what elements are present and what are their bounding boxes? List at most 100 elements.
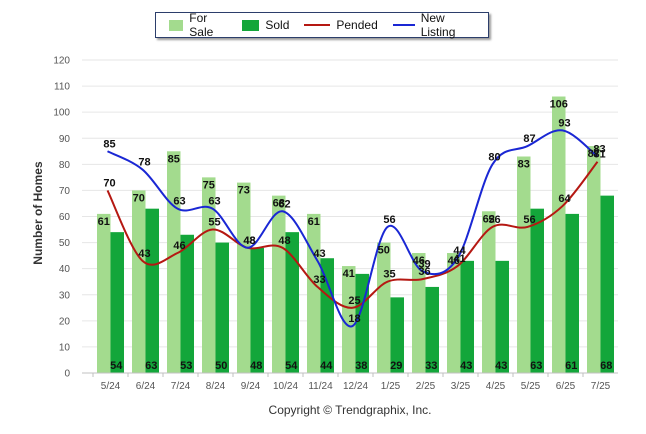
bar-sold (425, 286, 439, 373)
label-pended: 48 (278, 235, 290, 247)
x-tick-label: 5/25 (521, 381, 541, 392)
bar-for-sale (202, 177, 216, 373)
x-tick-label: 9/24 (241, 381, 261, 392)
legend-item-for-sale: For Sale (169, 11, 227, 39)
label-sold: 43 (495, 360, 507, 372)
y-tick-label: 20 (59, 316, 71, 327)
bar-sold (320, 258, 334, 373)
label-new-listing: 18 (348, 313, 360, 325)
y-tick-label: 40 (59, 264, 71, 275)
label-for-sale: 46 (413, 255, 425, 267)
label-pended: 48 (243, 235, 255, 247)
bar-sold (460, 260, 474, 373)
bar-sold (565, 213, 579, 373)
label-sold: 38 (355, 360, 367, 372)
bar-for-sale (307, 213, 321, 373)
y-tick-label: 50 (59, 238, 71, 249)
bar-for-sale (552, 96, 566, 374)
legend-item-sold: Sold (242, 18, 289, 32)
bar-sold (110, 232, 124, 373)
label-for-sale: 46 (448, 255, 460, 267)
bar-sold (530, 208, 544, 373)
y-tick-label: 120 (53, 56, 70, 67)
bar-for-sale (517, 156, 531, 373)
y-tick-label: 60 (59, 212, 71, 223)
bar-for-sale (272, 195, 286, 373)
label-sold: 54 (285, 360, 298, 372)
bar-sold (390, 297, 404, 373)
label-pended: 56 (488, 214, 500, 226)
x-axis-ticks: 5/24 6/24 7/24 8/24 9/24 10/24 11/24 12/24 1/25 2… (92, 373, 611, 392)
label-for-sale: 87 (588, 148, 600, 160)
label-for-sale: 68 (273, 198, 285, 210)
label-sold: 53 (180, 360, 192, 372)
bar-for-sale (377, 242, 391, 373)
bar-for-sale (167, 151, 181, 373)
label-pended: 43 (138, 248, 150, 260)
label-new-listing: 63 (208, 196, 220, 208)
label-sold: 63 (530, 360, 542, 372)
label-new-listing: 63 (173, 196, 185, 208)
legend-label-sold: Sold (265, 18, 290, 32)
bar-for-sale (412, 253, 426, 373)
label-pended: 35 (383, 269, 395, 281)
label-pended: 55 (208, 217, 220, 229)
y-tick-label: 80 (59, 160, 71, 171)
label-for-sale: 106 (550, 99, 568, 111)
bar-sold (600, 195, 614, 373)
legend-item-pended: Pended (304, 18, 378, 32)
label-pended: 36 (418, 266, 430, 278)
y-tick-label: 110 (54, 82, 70, 93)
y-tick-label: 30 (59, 290, 71, 301)
x-tick-label: 2/25 (416, 381, 436, 392)
label-for-sale: 70 (133, 192, 145, 204)
bar-sold (250, 247, 264, 373)
label-for-sale: 85 (168, 153, 180, 165)
sold-swatch (242, 19, 260, 31)
legend-label-new-listing: New Listing (420, 11, 456, 39)
for-sale-swatch (169, 19, 184, 31)
label-sold: 43 (460, 360, 472, 372)
x-tick-label: 5/24 (101, 381, 121, 392)
label-for-sale: 50 (378, 245, 390, 257)
y-axis-label: Number of Homes (31, 161, 45, 265)
label-pended: 25 (348, 295, 360, 307)
label-new-listing: 78 (138, 157, 150, 169)
new-listing-swatch (392, 24, 415, 26)
label-pended: 41 (453, 253, 465, 265)
label-sold: 68 (600, 360, 612, 372)
x-tick-label: 8/24 (206, 381, 226, 392)
bar-for-sale (342, 266, 356, 373)
label-pended: 46 (173, 240, 185, 252)
y-tick-label: 0 (64, 369, 70, 380)
bar-sold (215, 242, 229, 373)
pended-swatch (304, 24, 331, 26)
label-sold: 54 (110, 360, 123, 372)
bar-for-sale (482, 211, 496, 373)
line-pended (106, 161, 599, 309)
y-axis-ticks: 0 10 20 30 40 50 60 70 80 90 100 110 120 (53, 56, 70, 380)
label-new-listing: 87 (523, 133, 535, 145)
y-tick-label: 100 (53, 108, 70, 119)
label-sold: 50 (215, 360, 227, 372)
label-pended: 81 (593, 149, 605, 161)
x-tick-label: 6/24 (136, 381, 156, 392)
x-tick-label: 1/25 (381, 381, 401, 392)
bar-sold (355, 273, 369, 373)
bar-sold (495, 260, 509, 373)
label-sold: 61 (565, 360, 577, 372)
label-new-listing: 85 (103, 138, 115, 150)
x-tick-label: 4/25 (486, 381, 506, 392)
x-tick-label: 3/25 (451, 381, 471, 392)
label-new-listing: 39 (418, 258, 430, 270)
data-labels: 61 54 70 85 70 63 43 78 85 53 46 63 75 50 55 63 73 48 48 48… (98, 99, 613, 372)
legend-label-for-sale: For Sale (189, 11, 214, 39)
label-for-sale: 61 (308, 216, 320, 228)
label-new-listing: 93 (558, 117, 570, 129)
y-tick-label: 70 (59, 186, 71, 197)
bar-for-sale (587, 146, 601, 373)
bar-for-sale (447, 253, 461, 373)
label-new-listing: 83 (593, 144, 605, 156)
label-for-sale: 83 (518, 159, 530, 171)
x-tick-label: 7/24 (171, 381, 191, 392)
